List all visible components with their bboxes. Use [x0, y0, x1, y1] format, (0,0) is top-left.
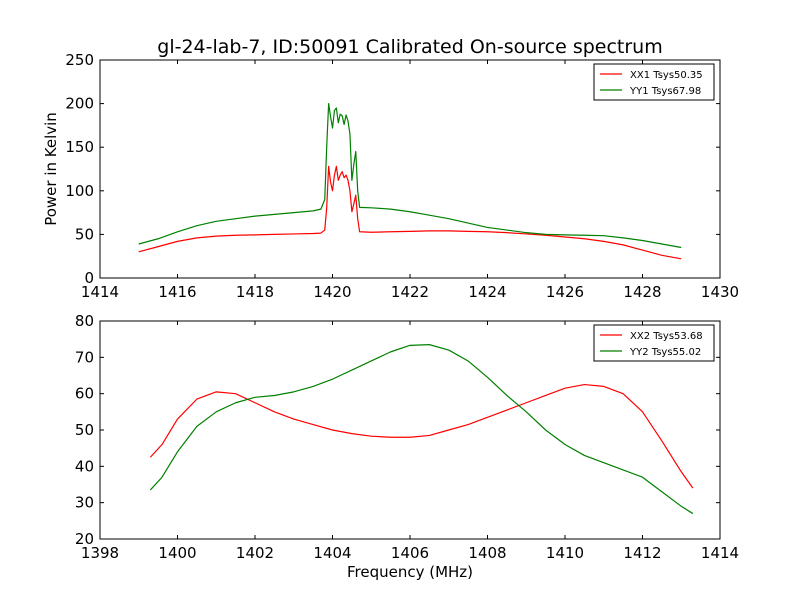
y-tick-label-top: 200	[65, 95, 94, 113]
series-line-bottom-1	[149, 383, 694, 489]
x-tick-label-top: 1426	[546, 283, 584, 301]
y-tick-label-bottom: 60	[75, 385, 94, 403]
x-tick-label-bottom: 1410	[546, 544, 584, 562]
x-tick-label-top: 1420	[313, 283, 351, 301]
x-tick-label-top: 1416	[158, 283, 196, 301]
y-tick-label-bottom: 40	[75, 457, 94, 475]
y-tick-label-bottom: 70	[75, 348, 94, 366]
legend-box-top	[593, 63, 715, 101]
x-axis-label: Frequency (MHz)	[347, 563, 473, 581]
x-tick-label-top: 1422	[391, 283, 429, 301]
y-tick-label-bottom: 80	[75, 312, 94, 330]
x-tick-label-bottom: 1414	[701, 544, 739, 562]
legend-label-top-2: YY1 Tsys67.98	[629, 86, 701, 97]
spectrum-panel-bottom: 1398 1400 1402 1404 1406 1408 1410 1412 1414 20 30…	[75, 312, 739, 562]
figure-title: gl-24-lab-7, ID:50091 Calibrated On-sour…	[157, 36, 662, 58]
series-line-bottom-2	[149, 344, 694, 515]
legend-label-bottom-1: XX2 Tsys53.68	[630, 331, 703, 342]
x-tick-label-top: 1424	[468, 283, 506, 301]
x-tick-label-bottom: 1404	[313, 544, 351, 562]
x-tick-label-top: 1418	[236, 283, 274, 301]
x-tick-label-top: 1414	[81, 283, 119, 301]
spectrum-panel-top: 1414 1416 1418 1420 1422 1424 1426 1428 1430 0 50 1…	[65, 51, 739, 301]
y-axis-label-top: Power in Kelvin	[42, 112, 60, 226]
series-line-top-2	[138, 103, 682, 249]
y-tick-label-bottom: 30	[75, 494, 94, 512]
x-tick-label-bottom: 1408	[468, 544, 506, 562]
y-tick-label-top: 50	[75, 225, 94, 243]
legend-label-top-1: XX1 Tsys50.35	[630, 70, 703, 81]
y-tick-label-top: 150	[65, 138, 94, 156]
x-tick-label-bottom: 1402	[236, 544, 274, 562]
x-tick-label-top: 1428	[623, 283, 661, 301]
y-tick-label-top: 250	[65, 51, 94, 69]
y-tick-label-top: 0	[84, 269, 94, 287]
x-tick-label-bottom: 1398	[81, 544, 119, 562]
x-tick-label-bottom: 1412	[623, 544, 661, 562]
x-tick-label-bottom: 1400	[158, 544, 196, 562]
legend-box-bottom	[593, 324, 715, 362]
x-tick-label-top: 1430	[701, 283, 739, 301]
y-tick-label-top: 100	[65, 182, 94, 200]
series-line-top-1	[138, 165, 682, 260]
y-tick-label-bottom: 50	[75, 421, 94, 439]
x-tick-label-bottom: 1406	[391, 544, 429, 562]
legend-label-bottom-2: YY2 Tsys55.02	[629, 347, 701, 358]
y-tick-label-bottom: 20	[75, 530, 94, 548]
